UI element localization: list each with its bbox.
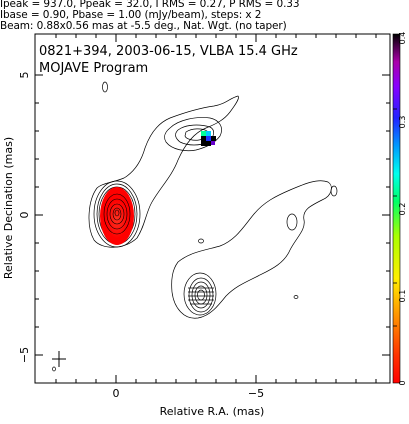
colorbar-label-0-4: 0.4: [398, 32, 407, 45]
sw-knot-contour-1: [183, 272, 217, 316]
plot-title: 0821+394, 2003-06-15, VLBA 15.4 GHz: [39, 44, 298, 59]
x-axis-label: Relative R.A. (mas): [160, 405, 265, 418]
colorbar-ticks: [393, 108, 397, 327]
contour-outer-ne: [88, 95, 239, 248]
colorbar: [392, 33, 401, 384]
contour-outer-sw: [171, 180, 332, 319]
ytick-label-0: 0: [18, 212, 31, 219]
ytick-label-minus5: −5: [18, 347, 31, 363]
colorbar-label-0: 0: [398, 380, 407, 385]
colorbar-label-0-2: 0.2: [398, 203, 407, 216]
small-contour-e: [293, 295, 299, 299]
core-contour-1: [93, 180, 141, 248]
sw-knot-contour-4: [194, 285, 208, 305]
ne-polarization: [201, 131, 216, 146]
sw-knot-contour-2: [188, 277, 214, 313]
colorbar-label-0-1: 0.1: [398, 290, 407, 303]
contour-ne-2: [164, 117, 222, 152]
contour-map: [52, 81, 338, 372]
small-contour-f: [52, 366, 56, 372]
header-line-3: Beam: 0.88x0.56 mas at -5.5 deg., Nat. W…: [0, 20, 287, 32]
plot-frame: [34, 33, 391, 384]
header-line-2: Ibase = 0.90, Pbase = 1.00 (mJy/beam), s…: [0, 9, 262, 21]
sw-knot-contour-5: [197, 289, 205, 301]
colorbar-label-0-3: 0.3: [398, 116, 407, 129]
small-contour-c: [330, 185, 338, 197]
small-contour-d: [198, 238, 204, 244]
small-contour-b: [286, 213, 298, 231]
core-contour-inner: [103, 193, 131, 235]
ytick-label-5: 5: [18, 72, 31, 79]
header-line-1: Ipeak = 937.0, Ppeak = 32.0, I RMS = 0.2…: [0, 0, 300, 10]
y-axis-label: Relative Decination (mas): [2, 137, 15, 279]
small-contour-a: [102, 81, 108, 93]
frame-ticks: [35, 34, 390, 383]
sw-knot-contour-3: [191, 281, 211, 309]
beam-marker: [52, 351, 66, 367]
xtick-label-minus5: −5: [248, 387, 264, 400]
plot-subtitle: MOJAVE Program: [39, 61, 148, 76]
polarization-vectors: [188, 287, 214, 305]
xtick-label-0: 0: [113, 387, 120, 400]
